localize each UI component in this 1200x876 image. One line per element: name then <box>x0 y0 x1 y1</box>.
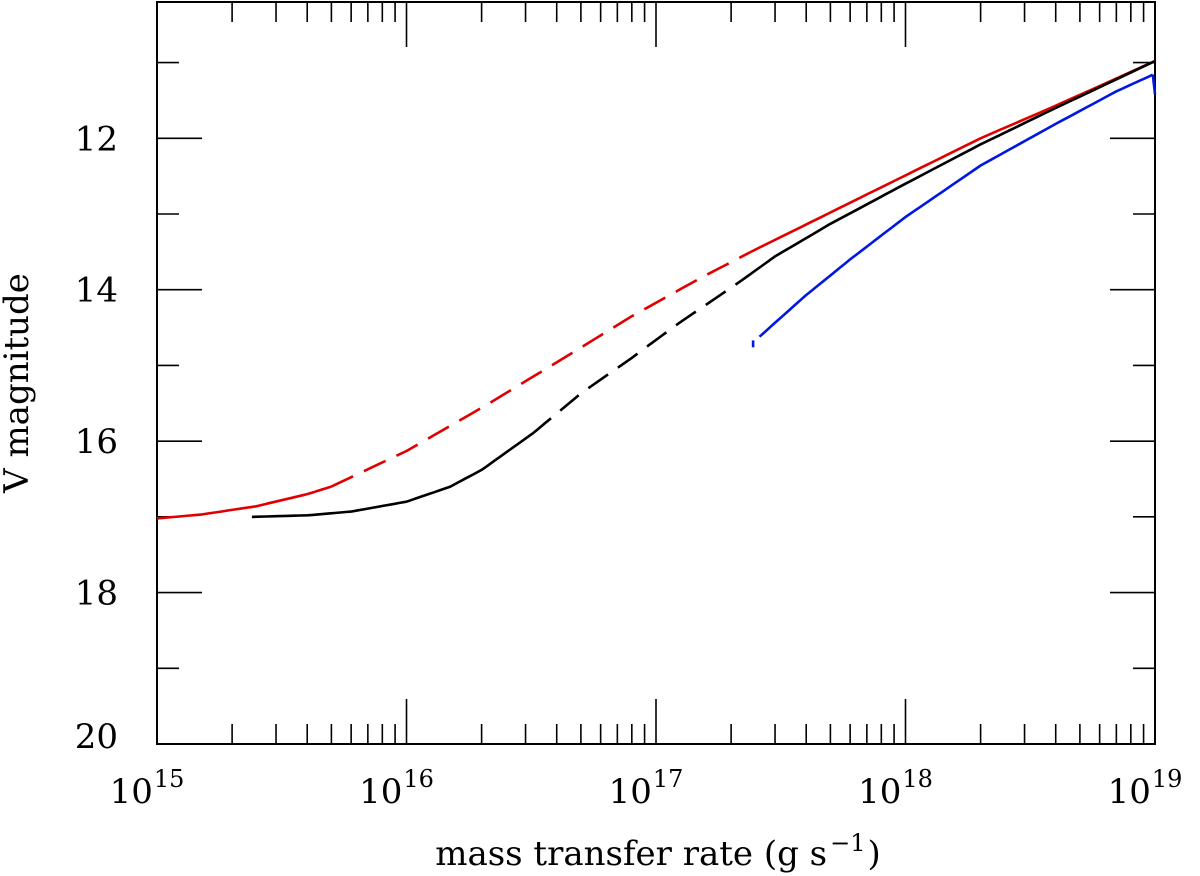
y-tick-label: 14 <box>75 271 118 311</box>
series-1-segment-1-dashed <box>531 279 743 435</box>
series-2-segment-0-solid <box>758 73 1154 338</box>
x-axis-label: mass transfer rate (g s −1) <box>435 829 881 874</box>
y-axis-label: V magnitude <box>0 273 37 494</box>
y-tick-label: 20 <box>75 717 118 757</box>
y-tick-label: 16 <box>75 422 118 462</box>
x-tick-label: 1016 <box>359 765 434 812</box>
x-tick-label: 1017 <box>609 765 684 812</box>
series-0-segment-1-dashed <box>330 250 752 488</box>
x-axis-label-text: mass transfer rate (g s <box>435 834 827 874</box>
x-tick-exponent: 19 <box>1152 765 1183 793</box>
x-tick-label: 1019 <box>1108 765 1183 812</box>
plot-frame <box>156 1 1156 745</box>
ticks <box>157 2 1155 744</box>
x-tick-exponent: 18 <box>902 765 933 793</box>
x-tick-exponent: 16 <box>403 765 434 793</box>
y-tick-label: 12 <box>75 119 118 159</box>
series-1-segment-0-solid <box>251 432 534 519</box>
series-2-segment-1-solid <box>1151 74 1157 95</box>
x-tick-label: 1018 <box>858 765 933 812</box>
series-0-segment-2-solid <box>750 59 1156 254</box>
x-tick-base: 10 <box>110 772 153 812</box>
series-1-segment-2-solid <box>740 59 1156 282</box>
y-tick-label: 18 <box>75 574 118 614</box>
x-tick-base: 10 <box>1108 772 1151 812</box>
x-tick-exponent: 17 <box>653 765 684 793</box>
x-tick-base: 10 <box>359 772 402 812</box>
x-tick-base: 10 <box>858 772 901 812</box>
x-axis-label-exponent: −1 <box>830 829 865 857</box>
series-0-segment-0-solid <box>156 485 332 520</box>
x-axis-label-close: ) <box>868 834 881 874</box>
x-tick-exponent: 15 <box>154 765 185 793</box>
x-tick-label: 1015 <box>110 765 185 812</box>
x-tick-base: 10 <box>609 772 652 812</box>
series-group <box>156 59 1157 520</box>
